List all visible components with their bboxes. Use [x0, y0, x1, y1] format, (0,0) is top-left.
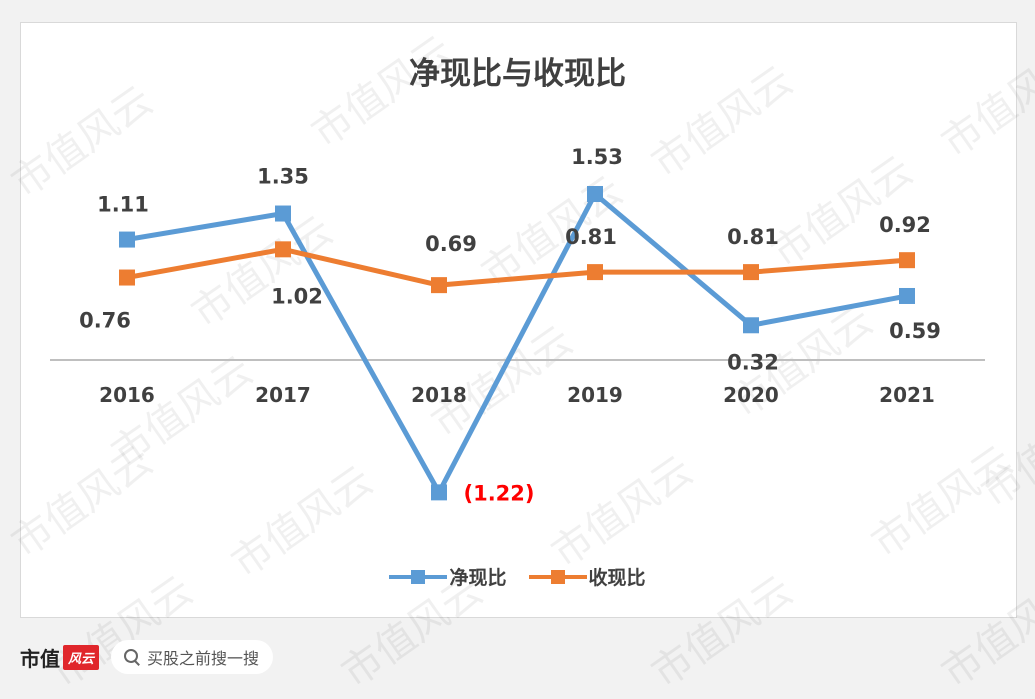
series-line [126, 246, 908, 288]
data-label: 0.81 [727, 225, 779, 249]
footer: 市值 风云 买股之前搜一搜 [20, 638, 274, 676]
x-tick-label: 2021 [879, 383, 935, 407]
data-label: 0.59 [889, 319, 941, 343]
data-point-marker [275, 205, 291, 222]
x-tick-label: 2019 [567, 383, 623, 407]
data-label: 1.53 [571, 145, 623, 169]
data-point-marker [119, 269, 135, 286]
data-point-marker [431, 277, 447, 294]
data-point-marker [587, 185, 603, 202]
chart-title: 净现比与收现比 [409, 56, 626, 92]
legend: 净现比 收现比 [0, 563, 1035, 590]
x-tick-label: 2020 [723, 383, 779, 407]
legend-swatch-receipt [528, 566, 587, 588]
brand-mark: 风云 [63, 644, 100, 670]
x-tick-label: 2017 [255, 383, 311, 407]
data-label: (1.22) [463, 481, 534, 505]
series-line [126, 191, 908, 495]
data-point-marker [119, 231, 135, 248]
brand-text: 市值 [20, 646, 60, 671]
data-point-marker [275, 241, 291, 258]
data-label: 1.11 [97, 193, 149, 217]
search-box[interactable]: 买股之前搜一搜 [111, 640, 274, 674]
data-point-marker [743, 264, 759, 281]
data-label: 0.32 [727, 350, 779, 374]
data-label: 0.76 [79, 309, 131, 333]
chart-card [20, 22, 1017, 618]
legend-label-net: 净现比 [449, 567, 507, 589]
legend-item-net: 净现比 [389, 563, 507, 590]
data-label: 0.69 [425, 232, 477, 256]
data-point-marker [431, 484, 447, 501]
search-placeholder: 买股之前搜一搜 [147, 651, 260, 668]
legend-label-receipt: 收现比 [588, 567, 646, 589]
legend-swatch-net [389, 566, 448, 588]
data-point-marker [743, 317, 759, 334]
data-point-marker [587, 264, 603, 281]
data-label: 1.02 [271, 284, 323, 308]
data-label: 1.35 [257, 165, 309, 189]
legend-item-receipt: 收现比 [528, 563, 646, 590]
data-label: 0.92 [879, 213, 931, 237]
brand-logo[interactable]: 市值 风云 [20, 643, 100, 672]
data-label: 0.81 [565, 225, 617, 249]
data-point-marker [899, 287, 915, 304]
data-point-marker [899, 252, 915, 269]
x-tick-label: 2018 [411, 383, 467, 407]
search-icon [123, 648, 141, 666]
x-tick-label: 2016 [99, 383, 155, 407]
